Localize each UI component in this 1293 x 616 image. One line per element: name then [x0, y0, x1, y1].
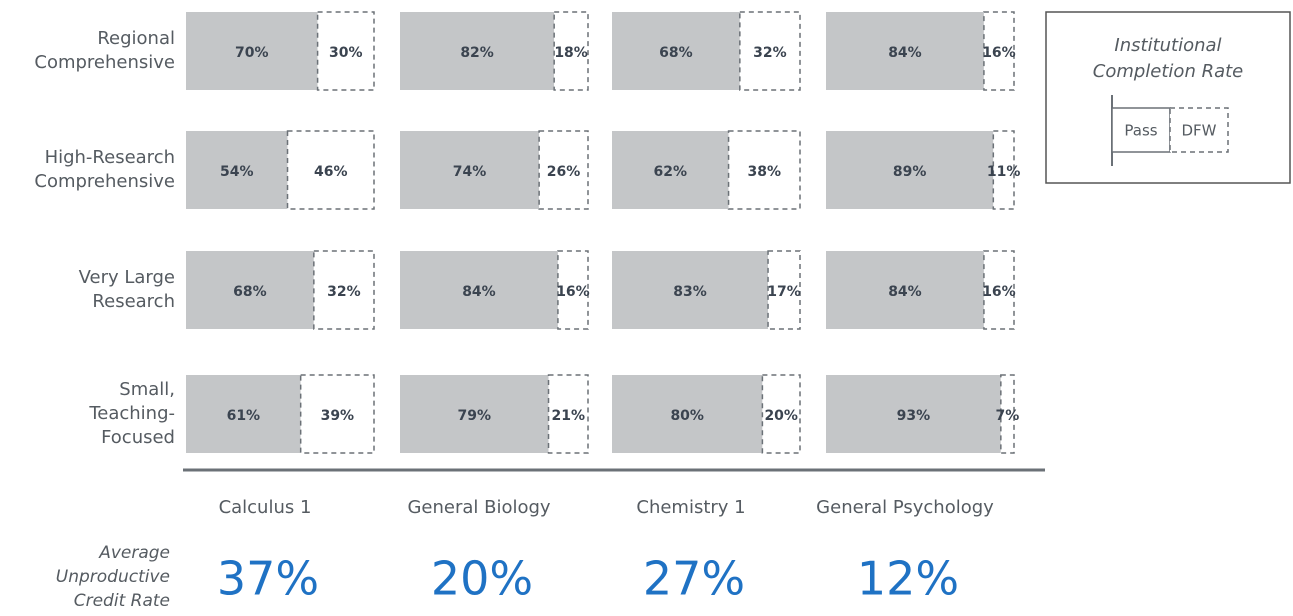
value-label: 79% [458, 408, 492, 424]
bar-segment [400, 131, 540, 209]
value-label: 32% [753, 45, 787, 61]
bar-segment [186, 251, 314, 329]
legend-label: DFW [1181, 122, 1216, 140]
value-label: 62% [654, 164, 688, 180]
bar-segment [547, 374, 589, 454]
bar-segment [826, 12, 984, 90]
bar-segment [761, 374, 801, 454]
column-label: Calculus 1 [219, 497, 312, 518]
bar-segment [826, 131, 994, 209]
summary-value: 20% [431, 552, 533, 606]
value-label: 39% [321, 408, 355, 424]
bar-segment [727, 130, 801, 210]
bar-segment [538, 130, 589, 210]
value-label: 46% [314, 164, 348, 180]
value-label: 18% [554, 45, 588, 61]
bar-segment [612, 375, 763, 453]
row-label: Very Large [79, 267, 175, 288]
value-label: 7% [996, 408, 1020, 424]
value-label: 70% [235, 45, 269, 61]
row-label: Focused [101, 427, 175, 448]
summary-value: 12% [857, 552, 959, 606]
value-label: 16% [982, 45, 1016, 61]
value-label: 74% [453, 164, 487, 180]
bar-segment [612, 251, 769, 329]
bar-segment [612, 12, 740, 90]
value-label: 68% [233, 284, 267, 300]
bar-segment [1000, 374, 1015, 454]
bar-segment [286, 130, 375, 210]
row-label: Small, [119, 379, 175, 400]
bar-segment [313, 250, 375, 330]
value-label: 54% [220, 164, 254, 180]
bar-segment [739, 11, 801, 91]
value-label: 84% [888, 284, 922, 300]
bar-segment [767, 250, 801, 330]
bar-segment [400, 375, 549, 453]
summary-label: Average [98, 543, 170, 563]
column-label: General Biology [407, 497, 550, 518]
bar-segment [826, 375, 1001, 453]
value-label: 80% [670, 408, 704, 424]
row-label: Research [92, 291, 175, 312]
value-label: 38% [748, 164, 782, 180]
value-label: 32% [327, 284, 361, 300]
value-label: 83% [673, 284, 707, 300]
bar-segment [186, 131, 288, 209]
row-label: Comprehensive [34, 52, 175, 73]
value-label: 61% [227, 408, 261, 424]
value-label: 20% [764, 408, 798, 424]
value-label: 82% [460, 45, 494, 61]
value-label: 84% [888, 45, 922, 61]
legend-title: Institutional [1114, 35, 1221, 56]
bar-segment [553, 11, 589, 91]
value-label: 17% [767, 284, 801, 300]
summary-value: 37% [217, 552, 319, 606]
column-label: General Psychology [816, 497, 994, 518]
bar-segment [186, 12, 318, 90]
row-label: Regional [97, 28, 175, 49]
legend-label: Pass [1124, 122, 1157, 140]
value-label: 16% [556, 284, 590, 300]
legend-swatch [1169, 107, 1229, 153]
value-label: 11% [987, 164, 1021, 180]
summary-label: Credit Rate [74, 591, 170, 611]
bar-segment [316, 11, 375, 91]
bar-segment [186, 375, 301, 453]
bar-segment [983, 250, 1015, 330]
bar-segment [557, 250, 589, 330]
bar-segment [299, 374, 375, 454]
legend-title: Completion Rate [1093, 61, 1244, 82]
summary-value: 27% [643, 552, 745, 606]
value-label: 26% [547, 164, 581, 180]
bar-segment [826, 251, 984, 329]
bar-segment [983, 11, 1015, 91]
row-label: Comprehensive [34, 171, 175, 192]
column-label: Chemistry 1 [636, 497, 745, 518]
row-label: High-Research [45, 147, 175, 168]
value-label: 84% [462, 284, 496, 300]
value-label: 16% [982, 284, 1016, 300]
value-label: 93% [897, 408, 931, 424]
bar-segment [400, 12, 555, 90]
value-label: 89% [893, 164, 927, 180]
bar-segment [992, 130, 1015, 210]
value-label: 30% [329, 45, 363, 61]
bar-segment [400, 251, 558, 329]
value-label: 68% [659, 45, 693, 61]
legend-box [1045, 11, 1291, 184]
summary-label: Unproductive [56, 567, 170, 587]
bar-segment [612, 131, 729, 209]
row-label: Teaching- [88, 403, 175, 424]
value-label: 21% [552, 408, 586, 424]
